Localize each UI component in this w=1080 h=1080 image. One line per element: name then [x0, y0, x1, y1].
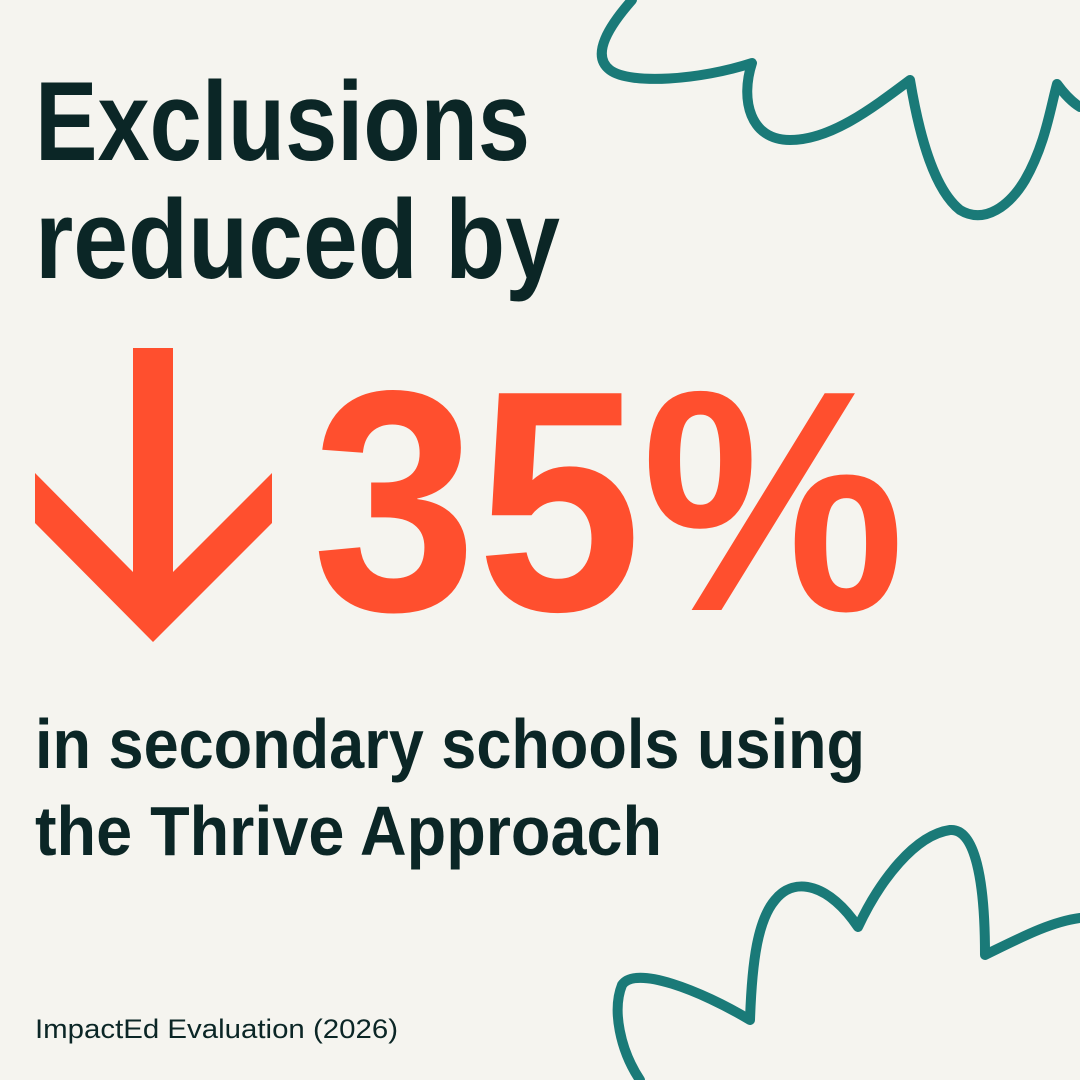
source: ImpactEd Evaluation (2026): [35, 1014, 398, 1044]
stat: 35%: [312, 325, 905, 677]
headline-line: reduced by: [35, 177, 560, 302]
squiggle-bottom: [612, 825, 1080, 1080]
subtext-line: the Thrive Approach: [35, 792, 662, 870]
headline-line: Exclusions: [35, 59, 530, 184]
subtext-line: in secondary schools using: [35, 705, 865, 783]
down-arrow: [35, 348, 272, 642]
squiggle-top: [596, 0, 1080, 221]
